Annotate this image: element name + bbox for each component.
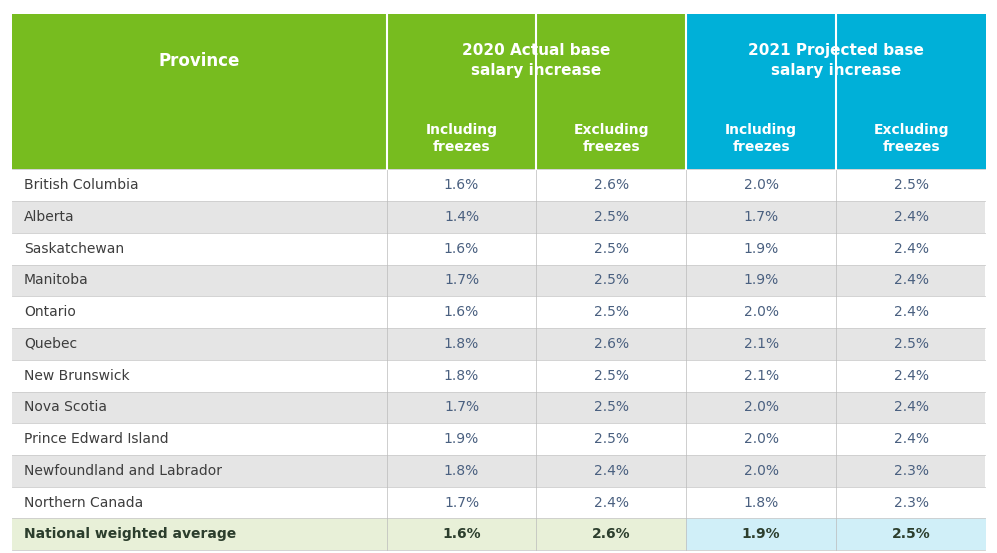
Text: 2.4%: 2.4% (893, 400, 928, 414)
Text: 2021 Projected base
salary increase: 2021 Projected base salary increase (748, 43, 924, 78)
Text: 1.9%: 1.9% (744, 242, 779, 255)
Text: 2.6%: 2.6% (594, 178, 629, 192)
Text: 2.1%: 2.1% (744, 337, 779, 351)
Text: 2.5%: 2.5% (594, 274, 629, 288)
Text: 2.4%: 2.4% (893, 369, 928, 383)
Text: Including
freezes: Including freezes (426, 123, 498, 154)
Text: Excluding
freezes: Excluding freezes (573, 123, 649, 154)
Text: 2.5%: 2.5% (891, 528, 930, 541)
Text: 2.4%: 2.4% (893, 432, 928, 446)
Text: Quebec: Quebec (24, 337, 77, 351)
Text: 2.4%: 2.4% (893, 210, 928, 224)
Text: 2.4%: 2.4% (594, 495, 629, 510)
Text: 2.6%: 2.6% (594, 337, 629, 351)
Bar (12, 423, 985, 455)
Bar (12, 264, 985, 296)
Text: Excluding
freezes: Excluding freezes (873, 123, 949, 154)
Text: Province: Province (159, 52, 240, 70)
Bar (12, 169, 985, 201)
Text: Nova Scotia: Nova Scotia (24, 400, 107, 414)
Text: British Columbia: British Columbia (24, 178, 139, 192)
Text: 1.9%: 1.9% (742, 528, 781, 541)
Text: Northern Canada: Northern Canada (24, 495, 144, 510)
Text: 2020 Actual base
salary increase: 2020 Actual base salary increase (463, 43, 610, 78)
Bar (12, 360, 985, 392)
Text: 1.6%: 1.6% (443, 528, 481, 541)
Text: 1.8%: 1.8% (444, 464, 480, 478)
Text: 1.6%: 1.6% (444, 305, 480, 319)
Text: 1.8%: 1.8% (444, 369, 480, 383)
Text: 2.0%: 2.0% (744, 178, 779, 192)
Text: 2.5%: 2.5% (594, 242, 629, 255)
Text: 1.4%: 1.4% (444, 210, 480, 224)
Text: Including
freezes: Including freezes (725, 123, 798, 154)
Text: 2.4%: 2.4% (893, 305, 928, 319)
Bar (12, 487, 985, 519)
Text: 2.5%: 2.5% (893, 178, 928, 192)
Text: 1.8%: 1.8% (744, 495, 779, 510)
Text: Saskatchewan: Saskatchewan (24, 242, 124, 255)
Text: 2.5%: 2.5% (594, 432, 629, 446)
Bar (686, 14, 986, 108)
Bar (12, 233, 985, 264)
Bar (836, 108, 986, 169)
Bar (12, 455, 985, 487)
Text: 2.4%: 2.4% (594, 464, 629, 478)
Text: Manitoba: Manitoba (24, 274, 89, 288)
Text: 2.5%: 2.5% (594, 305, 629, 319)
Bar (12, 519, 686, 550)
Text: 2.5%: 2.5% (893, 337, 928, 351)
Text: Alberta: Alberta (24, 210, 75, 224)
Bar (387, 14, 686, 108)
Text: 2.6%: 2.6% (592, 528, 631, 541)
Text: 2.0%: 2.0% (744, 464, 779, 478)
Bar (12, 296, 985, 328)
Bar (536, 108, 686, 169)
Text: New Brunswick: New Brunswick (24, 369, 130, 383)
Text: 2.0%: 2.0% (744, 305, 779, 319)
Text: 2.4%: 2.4% (893, 274, 928, 288)
Text: 1.8%: 1.8% (444, 337, 480, 351)
Bar (686, 519, 986, 550)
Bar (12, 392, 985, 423)
Text: 2.1%: 2.1% (744, 369, 779, 383)
Bar (12, 108, 387, 169)
Text: 1.7%: 1.7% (444, 400, 480, 414)
Text: 1.6%: 1.6% (444, 178, 480, 192)
Bar (12, 14, 387, 108)
Text: 1.7%: 1.7% (444, 495, 480, 510)
Text: 2.4%: 2.4% (893, 242, 928, 255)
Text: Newfoundland and Labrador: Newfoundland and Labrador (24, 464, 222, 478)
Bar (12, 328, 985, 360)
Text: 2.0%: 2.0% (744, 400, 779, 414)
Text: National weighted average: National weighted average (24, 528, 236, 541)
Text: 1.7%: 1.7% (444, 274, 480, 288)
Text: 1.9%: 1.9% (444, 432, 480, 446)
Bar (387, 108, 536, 169)
Text: 2.3%: 2.3% (893, 464, 928, 478)
Text: Prince Edward Island: Prince Edward Island (24, 432, 168, 446)
Text: 2.5%: 2.5% (594, 400, 629, 414)
Text: 1.6%: 1.6% (444, 242, 480, 255)
Bar (686, 108, 836, 169)
Bar (12, 201, 985, 233)
Text: 1.9%: 1.9% (744, 274, 779, 288)
Text: 2.0%: 2.0% (744, 432, 779, 446)
Text: 1.7%: 1.7% (744, 210, 779, 224)
Text: 2.5%: 2.5% (594, 369, 629, 383)
Text: 2.5%: 2.5% (594, 210, 629, 224)
Text: 2.3%: 2.3% (893, 495, 928, 510)
Text: Ontario: Ontario (24, 305, 76, 319)
